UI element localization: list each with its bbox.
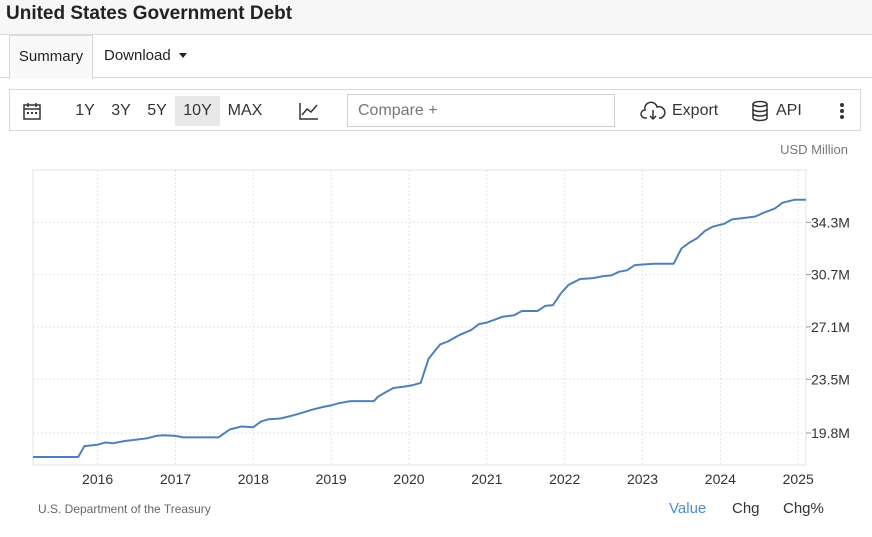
x-tick-label: 2023 — [627, 471, 658, 487]
title-bar — [0, 0, 872, 35]
source-label: U.S. Department of the Treasury — [38, 502, 211, 516]
y-tick-label: 19.8M — [811, 425, 850, 441]
compare-input[interactable] — [347, 94, 615, 127]
mode-chg-button[interactable]: Chg — [732, 500, 760, 517]
y-tick-label: 27.1M — [811, 319, 850, 335]
x-tick-label: 2019 — [316, 471, 347, 487]
range-3y-button[interactable]: 3Y — [111, 102, 131, 119]
mode-chg-percent-button[interactable]: Chg% — [783, 500, 824, 517]
plot-frame — [32, 169, 807, 466]
page-title: United States Government Debt — [6, 3, 293, 24]
mode-value-button[interactable]: Value — [669, 500, 707, 517]
x-tick-label: 2018 — [238, 471, 269, 487]
tabs-row: Summary Download — [0, 35, 872, 79]
tab-summary[interactable]: Summary — [9, 35, 93, 79]
cloud-download-icon[interactable] — [640, 96, 666, 126]
database-icon[interactable] — [750, 96, 770, 126]
api-button[interactable]: API — [776, 102, 802, 119]
download-label: Download — [104, 47, 171, 64]
caret-down-icon — [178, 52, 187, 58]
calendar-icon[interactable] — [20, 96, 44, 126]
more-vertical-icon[interactable] — [836, 96, 848, 126]
x-tick-label: 2022 — [549, 471, 580, 487]
line-chart-icon[interactable] — [297, 96, 321, 126]
chart-toolbar: 1Y 3Y 5Y 10Y MAX Export API — [9, 89, 861, 131]
y-tick-label: 34.3M — [811, 214, 850, 230]
x-tick-label: 2017 — [160, 471, 191, 487]
tab-summary-label: Summary — [18, 48, 84, 65]
export-button[interactable]: Export — [672, 102, 719, 119]
y-tick-label: 30.7M — [811, 267, 850, 283]
range-10y-button[interactable]: 10Y — [175, 96, 220, 126]
x-tick-label: 2024 — [705, 471, 736, 487]
units-label: USD Million — [780, 142, 848, 157]
download-dropdown[interactable]: Download — [94, 35, 197, 77]
debt-line-chart: 2016 2017 2018 2019 2020 2021 2022 2023 2024 2025… — [32, 169, 850, 487]
y-tick-label: 23.5M — [811, 371, 850, 387]
range-5y-button[interactable]: 5Y — [147, 102, 167, 119]
x-tick-label: 2025 — [783, 471, 814, 487]
x-tick-label: 2021 — [471, 471, 502, 487]
debt-series-line — [33, 198, 806, 458]
x-tick-label: 2016 — [82, 471, 113, 487]
x-tick-label: 2020 — [393, 471, 424, 487]
range-max-button[interactable]: MAX — [227, 102, 263, 119]
range-1y-button[interactable]: 1Y — [75, 102, 95, 119]
